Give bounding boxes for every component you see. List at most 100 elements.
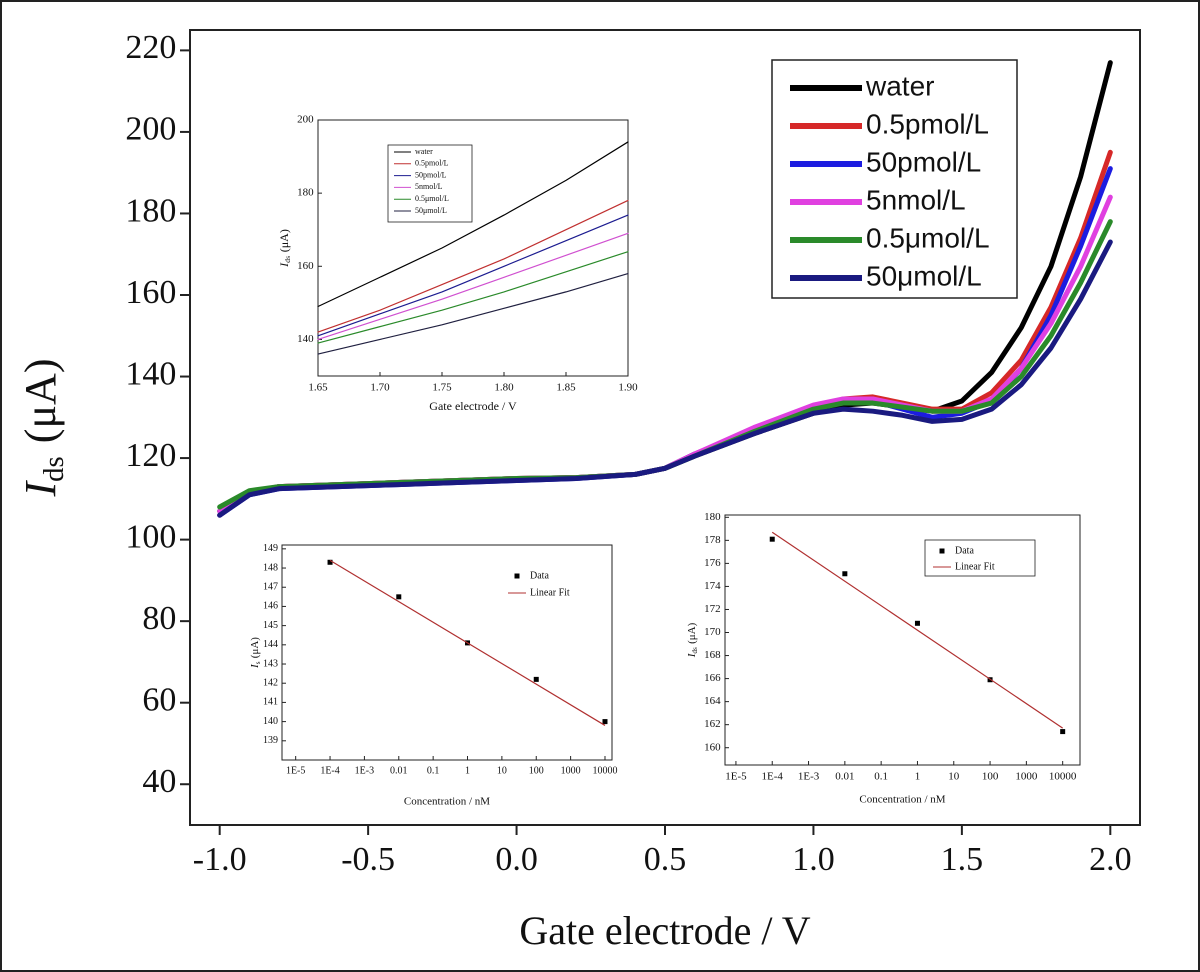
x-tick-label: 1.85 (556, 382, 576, 394)
x-axis-label: Gate electrode / V (429, 399, 517, 413)
x-tick-label: 1E-3 (355, 765, 374, 776)
legend-label: 50μmol/L (415, 206, 447, 215)
data-point (842, 571, 848, 577)
y-axis-subscript: ds (39, 456, 70, 481)
x-tick-label: 0.1 (427, 765, 440, 776)
data-line (317, 141, 629, 308)
y-tick-label: 168 (704, 649, 721, 661)
x-tick-label: 1E-3 (798, 771, 820, 783)
x-tick-label: 1.75 (432, 382, 452, 394)
y-tick-label: 100 (125, 518, 176, 555)
y-axis-unit: (μA) (249, 637, 261, 659)
x-tick-label: 10 (497, 765, 507, 776)
y-tick-label: 166 (704, 672, 721, 684)
y-tick-label: 140 (125, 355, 176, 392)
y-tick-label: 80 (142, 600, 176, 637)
y-tick-label: 180 (125, 192, 176, 229)
y-axis-label: Ids (μA) (686, 622, 699, 658)
y-tick-label: 220 (125, 29, 176, 66)
legend-label: 0.5pmol/L (866, 108, 989, 139)
y-tick-label: 140 (297, 333, 314, 345)
data-point (327, 559, 333, 565)
y-axis-subscript: ds (283, 256, 292, 263)
fit-line (329, 559, 606, 726)
y-tick-label: 176 (704, 557, 721, 569)
legend-label: Linear Fit (955, 561, 995, 572)
data-point (769, 536, 775, 542)
y-tick-label: 162 (704, 718, 721, 730)
chart-panel: 1E-5 1E-4 1E-3 0.01 0.1 1 10 100 1000 10000 139 140… (249, 543, 618, 807)
y-tick-label: 164 (704, 695, 721, 707)
x-tick-label: 10000 (592, 765, 617, 776)
legend-label: 5nmol/L (415, 182, 443, 191)
plot-frame (724, 514, 1081, 766)
x-tick-label: 1.5 (941, 841, 984, 878)
legend-label: 50pmol/L (415, 170, 447, 179)
x-tick-label: -0.5 (341, 841, 395, 878)
y-axis-subscript: ds (690, 647, 698, 654)
y-axis-subscript: s (253, 661, 261, 664)
y-tick-label: 148 (263, 562, 278, 573)
y-tick-label: 139 (263, 735, 278, 746)
y-tick-label: 200 (297, 114, 314, 126)
y-tick-label: 60 (142, 681, 176, 718)
x-tick-label: 10000 (1049, 771, 1077, 783)
y-tick-label: 180 (297, 187, 314, 199)
y-tick-label: 145 (263, 620, 278, 631)
plot-frame (317, 119, 629, 377)
x-tick-label: 2.0 (1089, 841, 1132, 878)
x-tick-label: 1E-4 (762, 771, 784, 783)
y-tick-label: 144 (263, 639, 278, 650)
x-axis-label: Concentration / nM (859, 794, 945, 806)
legend-marker (939, 548, 945, 554)
x-tick-label: -1.0 (193, 841, 247, 878)
y-tick-label: 146 (263, 601, 278, 612)
legend-box (387, 144, 473, 223)
data-point (396, 594, 402, 600)
x-tick-label: 0.1 (874, 771, 888, 783)
y-axis-symbol: I (686, 652, 698, 658)
y-tick-label: 147 (263, 582, 278, 593)
x-tick-label: 0.01 (390, 765, 408, 776)
legend-label: 0.5pmol/L (415, 159, 449, 168)
y-axis-unit: (μA) (277, 229, 291, 252)
legend-marker (514, 573, 520, 579)
data-line (317, 214, 629, 337)
data-point (533, 676, 539, 682)
x-tick-label: 1000 (561, 765, 581, 776)
x-axis-label: Concentration / nM (404, 796, 490, 808)
legend-box (771, 59, 1018, 299)
legend-label: 0.5μmol/L (415, 194, 449, 203)
fit-line (771, 531, 1064, 729)
chart-panel: 1E-5 1E-4 1E-3 0.01 0.1 1 10 100 1000 10000 160 162… (686, 511, 1081, 806)
legend-label: water (415, 147, 433, 156)
data-line (217, 239, 1113, 518)
y-tick-label: 160 (125, 274, 176, 311)
y-tick-label: 141 (263, 697, 278, 708)
y-axis-symbol: I (16, 479, 65, 497)
x-tick-label: 1E-4 (320, 765, 339, 776)
x-tick-label: 0.5 (644, 841, 687, 878)
y-axis-unit: (μA) (16, 359, 65, 444)
y-tick-label: 140 (263, 716, 278, 727)
data-line (317, 199, 629, 333)
x-axis-label: Gate electrode / V (519, 908, 810, 953)
y-axis-unit: (μA) (686, 622, 698, 644)
data-point (1060, 729, 1066, 735)
y-tick-label: 143 (263, 658, 278, 669)
x-tick-label: 100 (529, 765, 544, 776)
y-axis-label: Ids (μA) (277, 229, 292, 268)
legend-label: 50pmol/L (866, 146, 981, 177)
y-tick-label: 200 (125, 111, 176, 148)
y-tick-label: 142 (263, 678, 278, 689)
legend-label: water (865, 70, 934, 101)
chart-panel: 1.65 1.70 1.75 1.80 1.85 1.90 140 160 180 200 Gate… (277, 114, 638, 413)
y-tick-label: 160 (704, 741, 721, 753)
x-tick-label: 10 (948, 771, 960, 783)
y-tick-label: 120 (125, 437, 176, 474)
legend-label: 50μmol/L (866, 260, 982, 291)
x-tick-label: 1000 (1015, 771, 1038, 783)
data-line (317, 251, 629, 344)
